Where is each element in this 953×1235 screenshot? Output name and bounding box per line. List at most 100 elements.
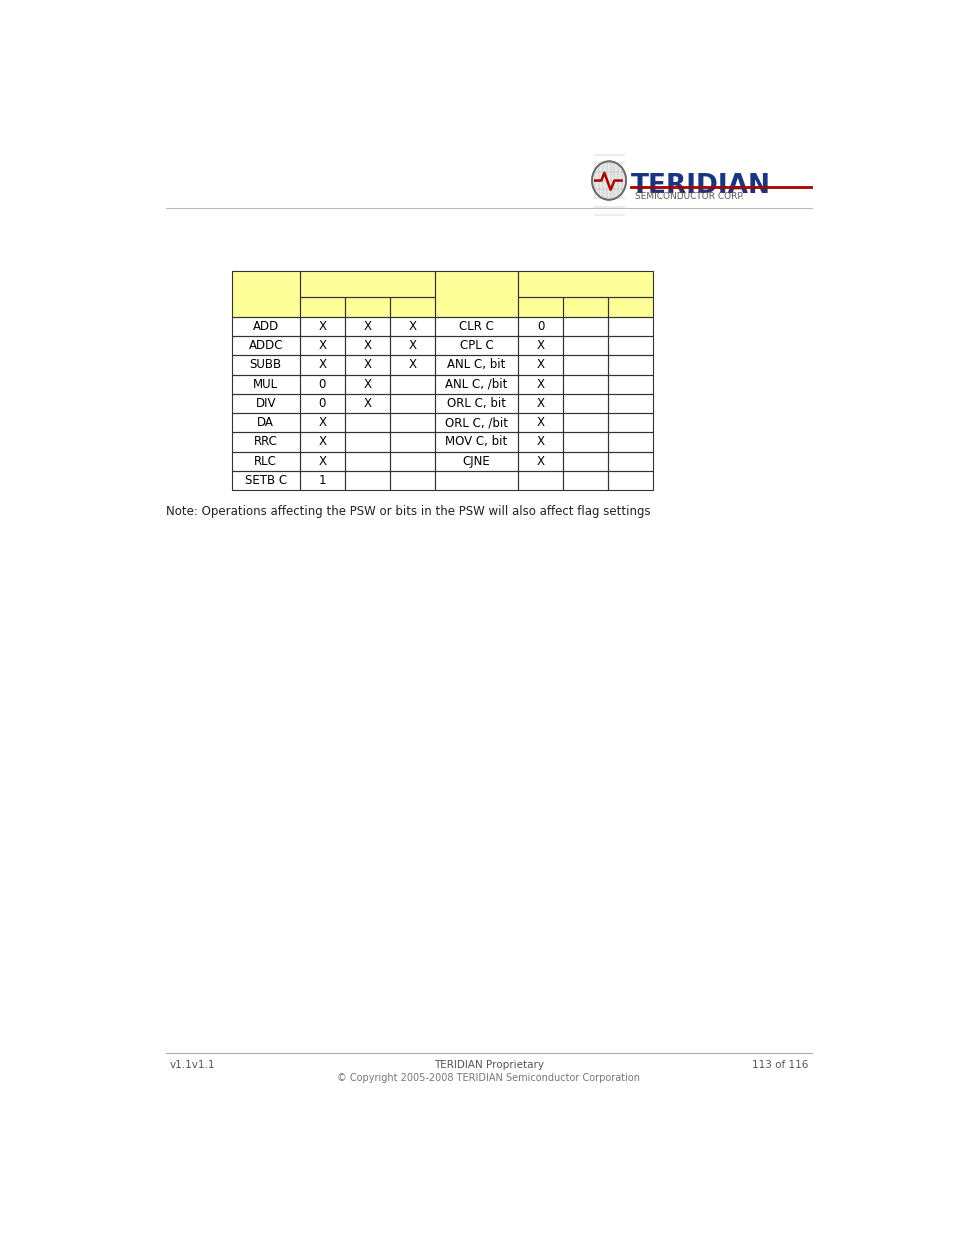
Bar xyxy=(232,272,299,317)
Bar xyxy=(608,374,653,394)
Bar xyxy=(232,394,299,412)
Bar xyxy=(299,336,344,356)
Text: X: X xyxy=(363,358,371,372)
Text: ADD: ADD xyxy=(253,320,278,333)
Text: ADDC: ADDC xyxy=(248,340,283,352)
Bar xyxy=(435,394,517,412)
Bar xyxy=(562,296,608,317)
Bar xyxy=(562,432,608,452)
Text: X: X xyxy=(537,436,544,448)
Bar xyxy=(562,394,608,412)
Bar xyxy=(562,336,608,356)
Bar xyxy=(390,432,435,452)
Text: Note: Operations affecting the PSW or bits in the PSW will also affect flag sett: Note: Operations affecting the PSW or bi… xyxy=(166,505,650,519)
Bar xyxy=(517,336,562,356)
Bar xyxy=(517,412,562,432)
Bar xyxy=(299,272,435,296)
Text: X: X xyxy=(408,320,416,333)
Bar xyxy=(435,272,517,317)
Ellipse shape xyxy=(592,162,625,200)
Text: X: X xyxy=(537,396,544,410)
Bar xyxy=(232,272,299,317)
Bar xyxy=(435,432,517,452)
Bar xyxy=(435,412,517,432)
Text: X: X xyxy=(363,396,371,410)
Bar xyxy=(344,296,390,317)
Bar xyxy=(232,432,299,452)
Bar xyxy=(344,471,390,490)
Bar xyxy=(344,412,390,432)
Text: SUBB: SUBB xyxy=(250,358,281,372)
Bar xyxy=(390,296,435,317)
Bar xyxy=(299,296,344,317)
Bar xyxy=(299,471,344,490)
Bar xyxy=(562,452,608,471)
Bar xyxy=(562,471,608,490)
Bar xyxy=(390,412,435,432)
Bar xyxy=(517,296,562,317)
Bar xyxy=(517,374,562,394)
Bar xyxy=(435,336,517,356)
Bar xyxy=(390,296,435,317)
Bar xyxy=(344,374,390,394)
Bar xyxy=(390,452,435,471)
Bar xyxy=(435,272,517,317)
Bar xyxy=(299,452,344,471)
Bar xyxy=(390,374,435,394)
Text: MOV C, bit: MOV C, bit xyxy=(445,436,507,448)
Bar xyxy=(299,412,344,432)
Text: CLR C: CLR C xyxy=(458,320,494,333)
Text: TERIDIAN: TERIDIAN xyxy=(630,173,770,199)
Bar xyxy=(435,374,517,394)
Bar xyxy=(562,356,608,374)
Bar xyxy=(344,296,390,317)
Text: ANL C, bit: ANL C, bit xyxy=(447,358,505,372)
Bar xyxy=(232,356,299,374)
Text: DIV: DIV xyxy=(255,396,275,410)
Text: X: X xyxy=(318,340,326,352)
Bar xyxy=(435,356,517,374)
Text: X: X xyxy=(363,340,371,352)
Bar xyxy=(390,394,435,412)
Text: RLC: RLC xyxy=(254,454,277,468)
Text: X: X xyxy=(318,436,326,448)
Bar xyxy=(517,432,562,452)
Text: X: X xyxy=(318,320,326,333)
Bar xyxy=(299,356,344,374)
Text: SEMICONDUCTOR CORP.: SEMICONDUCTOR CORP. xyxy=(634,193,743,201)
Bar xyxy=(435,471,517,490)
Text: X: X xyxy=(537,340,544,352)
Bar xyxy=(435,317,517,336)
Bar xyxy=(608,296,653,317)
Bar xyxy=(608,394,653,412)
Bar xyxy=(344,452,390,471)
Bar xyxy=(608,471,653,490)
Bar xyxy=(608,432,653,452)
Text: 0: 0 xyxy=(537,320,544,333)
Bar xyxy=(232,336,299,356)
Text: X: X xyxy=(318,416,326,430)
Bar xyxy=(517,317,562,336)
Bar xyxy=(517,452,562,471)
Bar xyxy=(608,296,653,317)
Bar xyxy=(299,432,344,452)
Text: ANL C, /bit: ANL C, /bit xyxy=(445,378,507,390)
Bar xyxy=(390,471,435,490)
Text: 1: 1 xyxy=(318,474,326,487)
Text: X: X xyxy=(537,378,544,390)
Bar xyxy=(390,336,435,356)
Bar xyxy=(517,394,562,412)
Text: © Copyright 2005-2008 TERIDIAN Semiconductor Corporation: © Copyright 2005-2008 TERIDIAN Semicondu… xyxy=(337,1073,639,1083)
Bar xyxy=(232,471,299,490)
Text: ORL C, /bit: ORL C, /bit xyxy=(444,416,508,430)
Bar xyxy=(517,471,562,490)
Bar xyxy=(344,432,390,452)
Text: 113 of 116: 113 of 116 xyxy=(751,1060,807,1070)
Bar xyxy=(299,296,344,317)
Text: X: X xyxy=(537,454,544,468)
Bar xyxy=(232,452,299,471)
Text: X: X xyxy=(537,416,544,430)
Text: CJNE: CJNE xyxy=(462,454,490,468)
Bar xyxy=(232,317,299,336)
Text: MUL: MUL xyxy=(253,378,278,390)
